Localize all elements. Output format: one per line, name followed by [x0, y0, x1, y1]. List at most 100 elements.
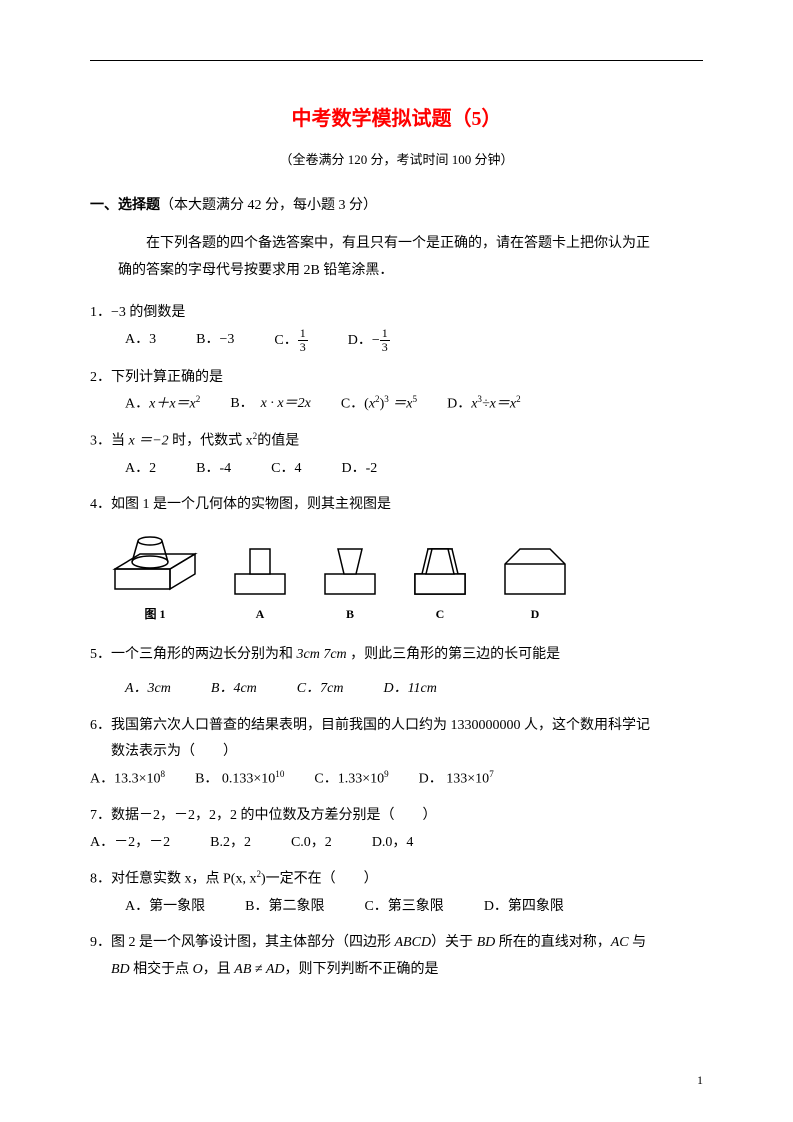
section-heading-bold: 一、选择题: [90, 198, 160, 213]
q1-opt-b: B．−3: [196, 327, 234, 355]
q8-pre: 8．对任意实数 x，点 P(x, x: [90, 872, 256, 887]
q2-a-body: x＋x＝x: [149, 397, 196, 412]
shape-b-icon: [320, 544, 380, 599]
q5-v: 3cm 7cm: [297, 647, 347, 662]
q9-l1-end: 与: [629, 935, 647, 950]
q8-options: A．第一象限 B．第二象限 C．第三象限 D．第四象限: [90, 894, 703, 921]
q6-opt-c: C．1.33×109: [314, 766, 388, 793]
page-number: 1: [697, 1069, 703, 1092]
q8-post: )一定不在（ ）: [261, 872, 378, 887]
q2-stem: 2．下列计算正确的是: [90, 365, 703, 392]
question-2: 2．下列计算正确的是 A．x＋x＝x2 B． x · x＝2x C．(x2)3 …: [90, 365, 703, 419]
q9-l2-mid2: ，且: [203, 962, 235, 977]
q9-l2-mid: 相交于点: [130, 962, 193, 977]
section-heading: 一、选择题（本大题满分 42 分，每小题 3 分）: [90, 193, 703, 220]
question-6: 6．我国第六次人口普查的结果表明，目前我国的人口约为 1330000000 人，…: [90, 713, 703, 793]
label-d: D: [500, 603, 570, 626]
q2-c-s3: 5: [413, 394, 418, 404]
exam-page: 中考数学模拟试题（5） （全卷满分 120 分，考试时间 100 分钟） 一、选…: [0, 0, 793, 1122]
q2-opt-c: C．(x2)3 ＝x5: [341, 391, 417, 418]
question-8: 8．对任意实数 x，点 P(x, x2)一定不在（ ） A．第一象限 B．第二象…: [90, 866, 703, 920]
label-b: B: [320, 603, 380, 626]
q3-options: A．2 B．-4 C．4 D．-2: [90, 456, 703, 483]
q5-opt-b: B．4cm: [211, 676, 257, 703]
q6-d-sup: 7: [489, 769, 494, 779]
figure-solid: 图 1: [110, 529, 200, 626]
q5-opt-c: C．7cm: [297, 676, 344, 703]
q8-opt-d: D．第四象限: [484, 894, 564, 921]
q2-b-pre: B．: [230, 396, 260, 411]
q1-stem: 1．−3 的倒数是: [90, 300, 703, 327]
shape-a-icon: [230, 544, 290, 599]
q4-stem: 4．如图 1 是一个几何体的实物图，则其主视图是: [90, 492, 703, 519]
q3-pre: 3．当: [90, 434, 129, 449]
q6-options: A．13.3×108 B． 0.133×1010 C．1.33×109 D． 1…: [90, 766, 703, 793]
q1-d-num: 1: [380, 327, 390, 341]
q6-b-pre: B． 0.133×10: [195, 772, 275, 787]
solid-3d-icon: [110, 529, 200, 599]
q6-a-sup: 8: [161, 769, 166, 779]
q7-opt-a: A．－2，－2: [90, 830, 170, 857]
q3-x: x ＝−2: [129, 434, 169, 449]
figure-option-c: C: [410, 544, 470, 626]
page-title: 中考数学模拟试题（5）: [90, 100, 703, 138]
figure-option-b: B: [320, 544, 380, 626]
q5-pre: 5．一个三角形的两边长分别为和: [90, 647, 297, 662]
q5-opt-d: D．11cm: [383, 676, 436, 703]
page-subtitle: （全卷满分 120 分，考试时间 100 分钟）: [90, 148, 703, 173]
q6-opt-d: D． 133×107: [419, 766, 494, 793]
q6-stem-l1: 6．我国第六次人口普查的结果表明，目前我国的人口约为 1330000000 人，…: [90, 713, 703, 740]
q9-l2-post: ，则下列判断不正确的是: [285, 962, 439, 977]
q3-stem: 3．当 x ＝−2 时，代数式 x2的值是: [90, 428, 703, 455]
question-7: 7．数据－2，－2，2，2 的中位数及方差分别是（ ） A．－2，－2 B.2，…: [90, 803, 703, 856]
q3-mid: 时，代数式 x: [169, 434, 253, 449]
q7-opt-b: B.2，2: [210, 830, 251, 857]
section-intro: 在下列各题的四个备选答案中，有且只有一个是正确的，请在答题卡上把你认为正 确的答…: [90, 231, 703, 284]
intro-line-2: 确的答案的字母代号按要求用 2B 铅笔涂黑．: [118, 258, 703, 285]
shape-d-icon: [500, 544, 570, 599]
section-heading-rest: （本大题满分 42 分，每小题 3 分）: [160, 198, 377, 213]
q2-d-div: ÷x＝x: [482, 397, 516, 412]
question-4: 4．如图 1 是一个几何体的实物图，则其主视图是 图 1: [90, 492, 703, 625]
q9-l1-i2: BD: [477, 935, 496, 950]
top-rule: [90, 60, 703, 61]
q9-l1-post: 所在的直线对称，: [495, 935, 611, 950]
q2-opt-d: D．x3÷x＝x2: [447, 391, 521, 418]
question-1: 1．−3 的倒数是 A．3 B．−3 C．13 D．−13: [90, 300, 703, 354]
q6-d-pre: D． 133×10: [419, 772, 490, 787]
q6-c-sup: 9: [384, 769, 389, 779]
question-9: 9．图 2 是一个风筝设计图，其主体部分（四边形 ABCD）关于 BD 所在的直…: [90, 930, 703, 983]
q5-options: A．3cm B．4cm C．7cm D．11cm: [90, 676, 703, 703]
q6-a-pre: A．13.3×10: [90, 772, 161, 787]
q3-post: 的值是: [257, 434, 299, 449]
q4-figures: 图 1 A B: [110, 529, 703, 626]
q9-l1-pre: 9．图 2 是一个风筝设计图，其主体部分（四边形: [90, 935, 395, 950]
q1-c-den: 3: [298, 341, 308, 354]
q9-line2: BD 相交于点 O，且 AB ≠ AD，则下列判断不正确的是: [90, 957, 703, 984]
label-a: A: [230, 603, 290, 626]
question-5: 5．一个三角形的两边长分别为和 3cm 7cm ，则此三角形的第三边的长可能是 …: [90, 642, 703, 703]
q5-opt-a: A．3cm: [125, 676, 171, 703]
q7-options: A．－2，－2 B.2，2 C.0，2 D.0，4: [90, 830, 703, 857]
q6-opt-b: B． 0.133×1010: [195, 766, 284, 793]
q3-opt-d: D．-2: [341, 456, 377, 483]
q1-opt-d: D．−13: [348, 327, 390, 355]
question-3: 3．当 x ＝−2 时，代数式 x2的值是 A．2 B．-4 C．4 D．-2: [90, 428, 703, 482]
q2-a-pre: A．: [125, 397, 149, 412]
q3-opt-b: B．-4: [196, 456, 231, 483]
q7-stem: 7．数据－2，－2，2，2 的中位数及方差分别是（ ）: [90, 803, 703, 830]
q2-opt-a: A．x＋x＝x2: [125, 391, 200, 418]
q6-c-pre: C．1.33×10: [314, 772, 384, 787]
q9-line1: 9．图 2 是一个风筝设计图，其主体部分（四边形 ABCD）关于 BD 所在的直…: [90, 930, 703, 957]
q2-a-sup: 2: [196, 394, 201, 404]
q2-options: A．x＋x＝x2 B． x · x＝2x C．(x2)3 ＝x5 D．x3÷x＝…: [90, 391, 703, 418]
q1-c-prefix: C．: [274, 333, 297, 348]
q2-d-pre: D．: [447, 397, 471, 412]
q2-c-pre: C．(: [341, 397, 369, 412]
q1-c-num: 1: [298, 327, 308, 341]
q9-l1-i1: ABCD: [395, 935, 432, 950]
q2-c-eq: ＝x: [389, 397, 413, 412]
q9-l2-i2: O: [193, 962, 203, 977]
q9-l1-mid: ）关于: [431, 935, 477, 950]
q6-b-sup: 10: [275, 769, 284, 779]
